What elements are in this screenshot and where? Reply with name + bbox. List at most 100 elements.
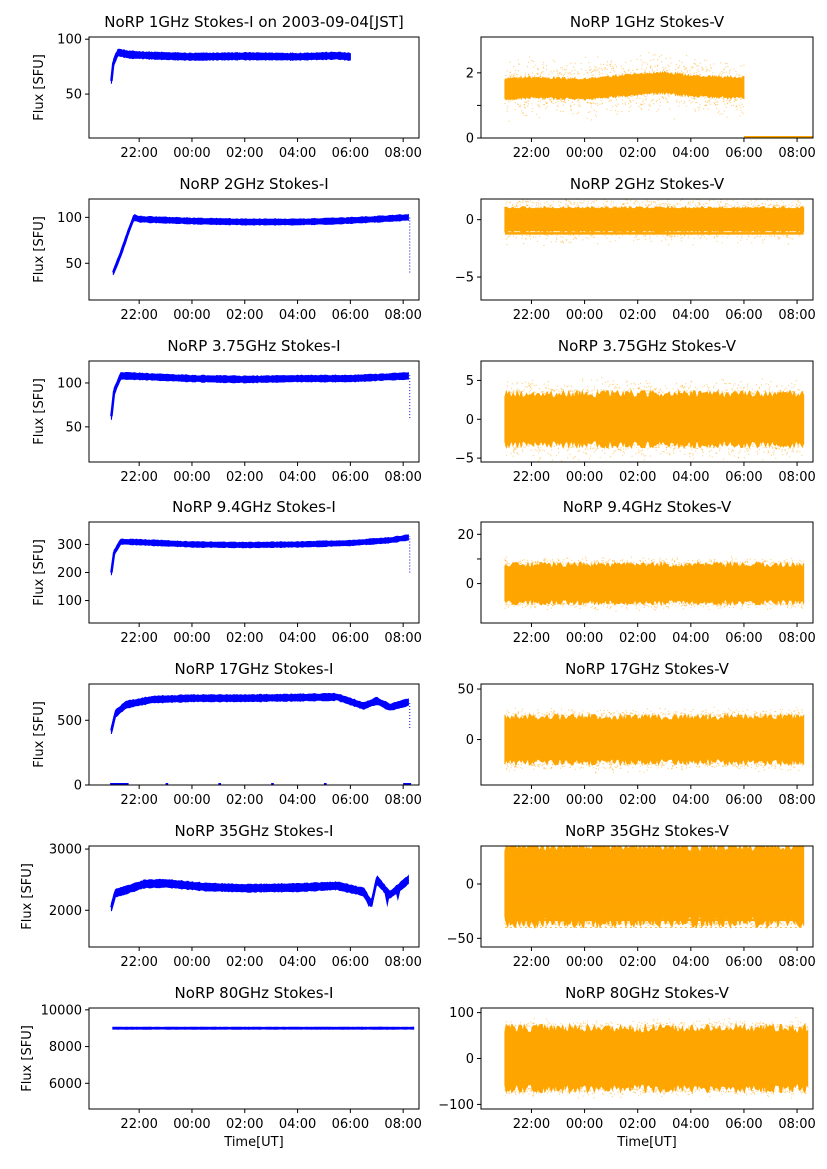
data-point: [690, 713, 692, 716]
data-point: [574, 1088, 576, 1090]
data-point: [763, 769, 766, 771]
data-point: [690, 444, 692, 446]
data-point: [556, 69, 558, 71]
data-point: [700, 236, 702, 239]
data-point: [673, 602, 675, 604]
panel-title: NoRP 9.4GHz Stokes-V: [563, 498, 732, 516]
data-point: [710, 449, 712, 451]
data-point: [537, 561, 539, 564]
data-point: [645, 455, 647, 457]
data-point: [526, 444, 528, 446]
data-point: [581, 558, 584, 560]
data-point: [653, 72, 655, 74]
data-point: [774, 446, 776, 449]
data-point: [601, 69, 603, 71]
data-point: [751, 602, 754, 604]
data-point: [740, 923, 742, 926]
data-point: [736, 109, 738, 111]
data-point: [630, 388, 632, 390]
data-point: [733, 922, 735, 924]
data-point: [643, 235, 645, 237]
data-point: [761, 714, 763, 716]
data-point: [562, 388, 564, 391]
data-point: [541, 925, 544, 927]
data-point: [618, 74, 620, 76]
data-point: [606, 68, 609, 70]
data-point: [728, 204, 730, 206]
data-point: [704, 764, 706, 767]
data-point: [683, 604, 686, 607]
data-point: [517, 74, 519, 76]
data-point: [725, 62, 727, 64]
data-point: [681, 61, 683, 64]
data-point: [527, 1090, 529, 1092]
data-point: [658, 203, 660, 205]
data-point: [507, 105, 509, 108]
data-point: [515, 446, 517, 448]
data-point: [622, 391, 624, 393]
data-point: [573, 389, 575, 391]
data-point: [585, 557, 587, 560]
data-point: [708, 101, 711, 103]
data-point: [798, 711, 800, 714]
data-point: [571, 709, 573, 711]
data-point: [748, 453, 750, 455]
data-point: [728, 393, 730, 395]
data-point: [522, 1093, 524, 1095]
data-point: [750, 200, 752, 202]
data-point: [716, 107, 718, 109]
data-point: [796, 562, 798, 564]
data-point: [726, 605, 728, 607]
data-point: [672, 921, 674, 924]
data-point: [776, 386, 778, 388]
data-point: [625, 61, 627, 64]
data-point: [677, 1095, 679, 1097]
data-point: [739, 450, 741, 452]
data-point: [560, 110, 562, 112]
data-point: [726, 389, 728, 391]
data-point: [774, 563, 776, 565]
data-point: [532, 764, 534, 767]
data-point: [534, 563, 537, 565]
data-point: [697, 106, 699, 108]
data-point: [585, 716, 587, 718]
data-point: [716, 447, 719, 449]
data-point: [582, 710, 584, 712]
data-point: [537, 202, 540, 205]
y-axis-label: Flux [SFU]: [32, 539, 47, 606]
data-point: [705, 716, 707, 718]
data-point: [559, 767, 562, 769]
data-point: [641, 103, 643, 105]
data-point: [786, 453, 788, 455]
data-point: [743, 602, 745, 604]
data-point: [505, 603, 507, 605]
data-point: [545, 101, 547, 103]
data-point: [589, 69, 591, 71]
data-point: [542, 602, 544, 605]
data-point: [735, 445, 737, 447]
data-point: [530, 1090, 533, 1092]
data-point: [779, 601, 781, 603]
data-point: [533, 76, 536, 78]
data-point: [625, 444, 627, 446]
data-point: [557, 393, 559, 395]
plot-frame: [480, 845, 814, 948]
data-point: [635, 234, 637, 236]
data-point: [731, 451, 733, 453]
data-point: [641, 64, 643, 66]
data-point: [577, 563, 579, 565]
data-point: [665, 449, 668, 451]
data-point: [660, 388, 662, 390]
data-point: [587, 111, 590, 113]
data-point: [614, 715, 617, 717]
data-point: [717, 922, 719, 924]
data-point: [686, 390, 688, 392]
data-point: [775, 604, 778, 606]
data-point: [594, 236, 596, 238]
data-point: [518, 445, 520, 447]
data-point: [622, 455, 624, 457]
data-point: [582, 1022, 585, 1024]
data-point: [693, 922, 695, 924]
data-point: [710, 562, 712, 564]
data-point: [704, 205, 706, 207]
